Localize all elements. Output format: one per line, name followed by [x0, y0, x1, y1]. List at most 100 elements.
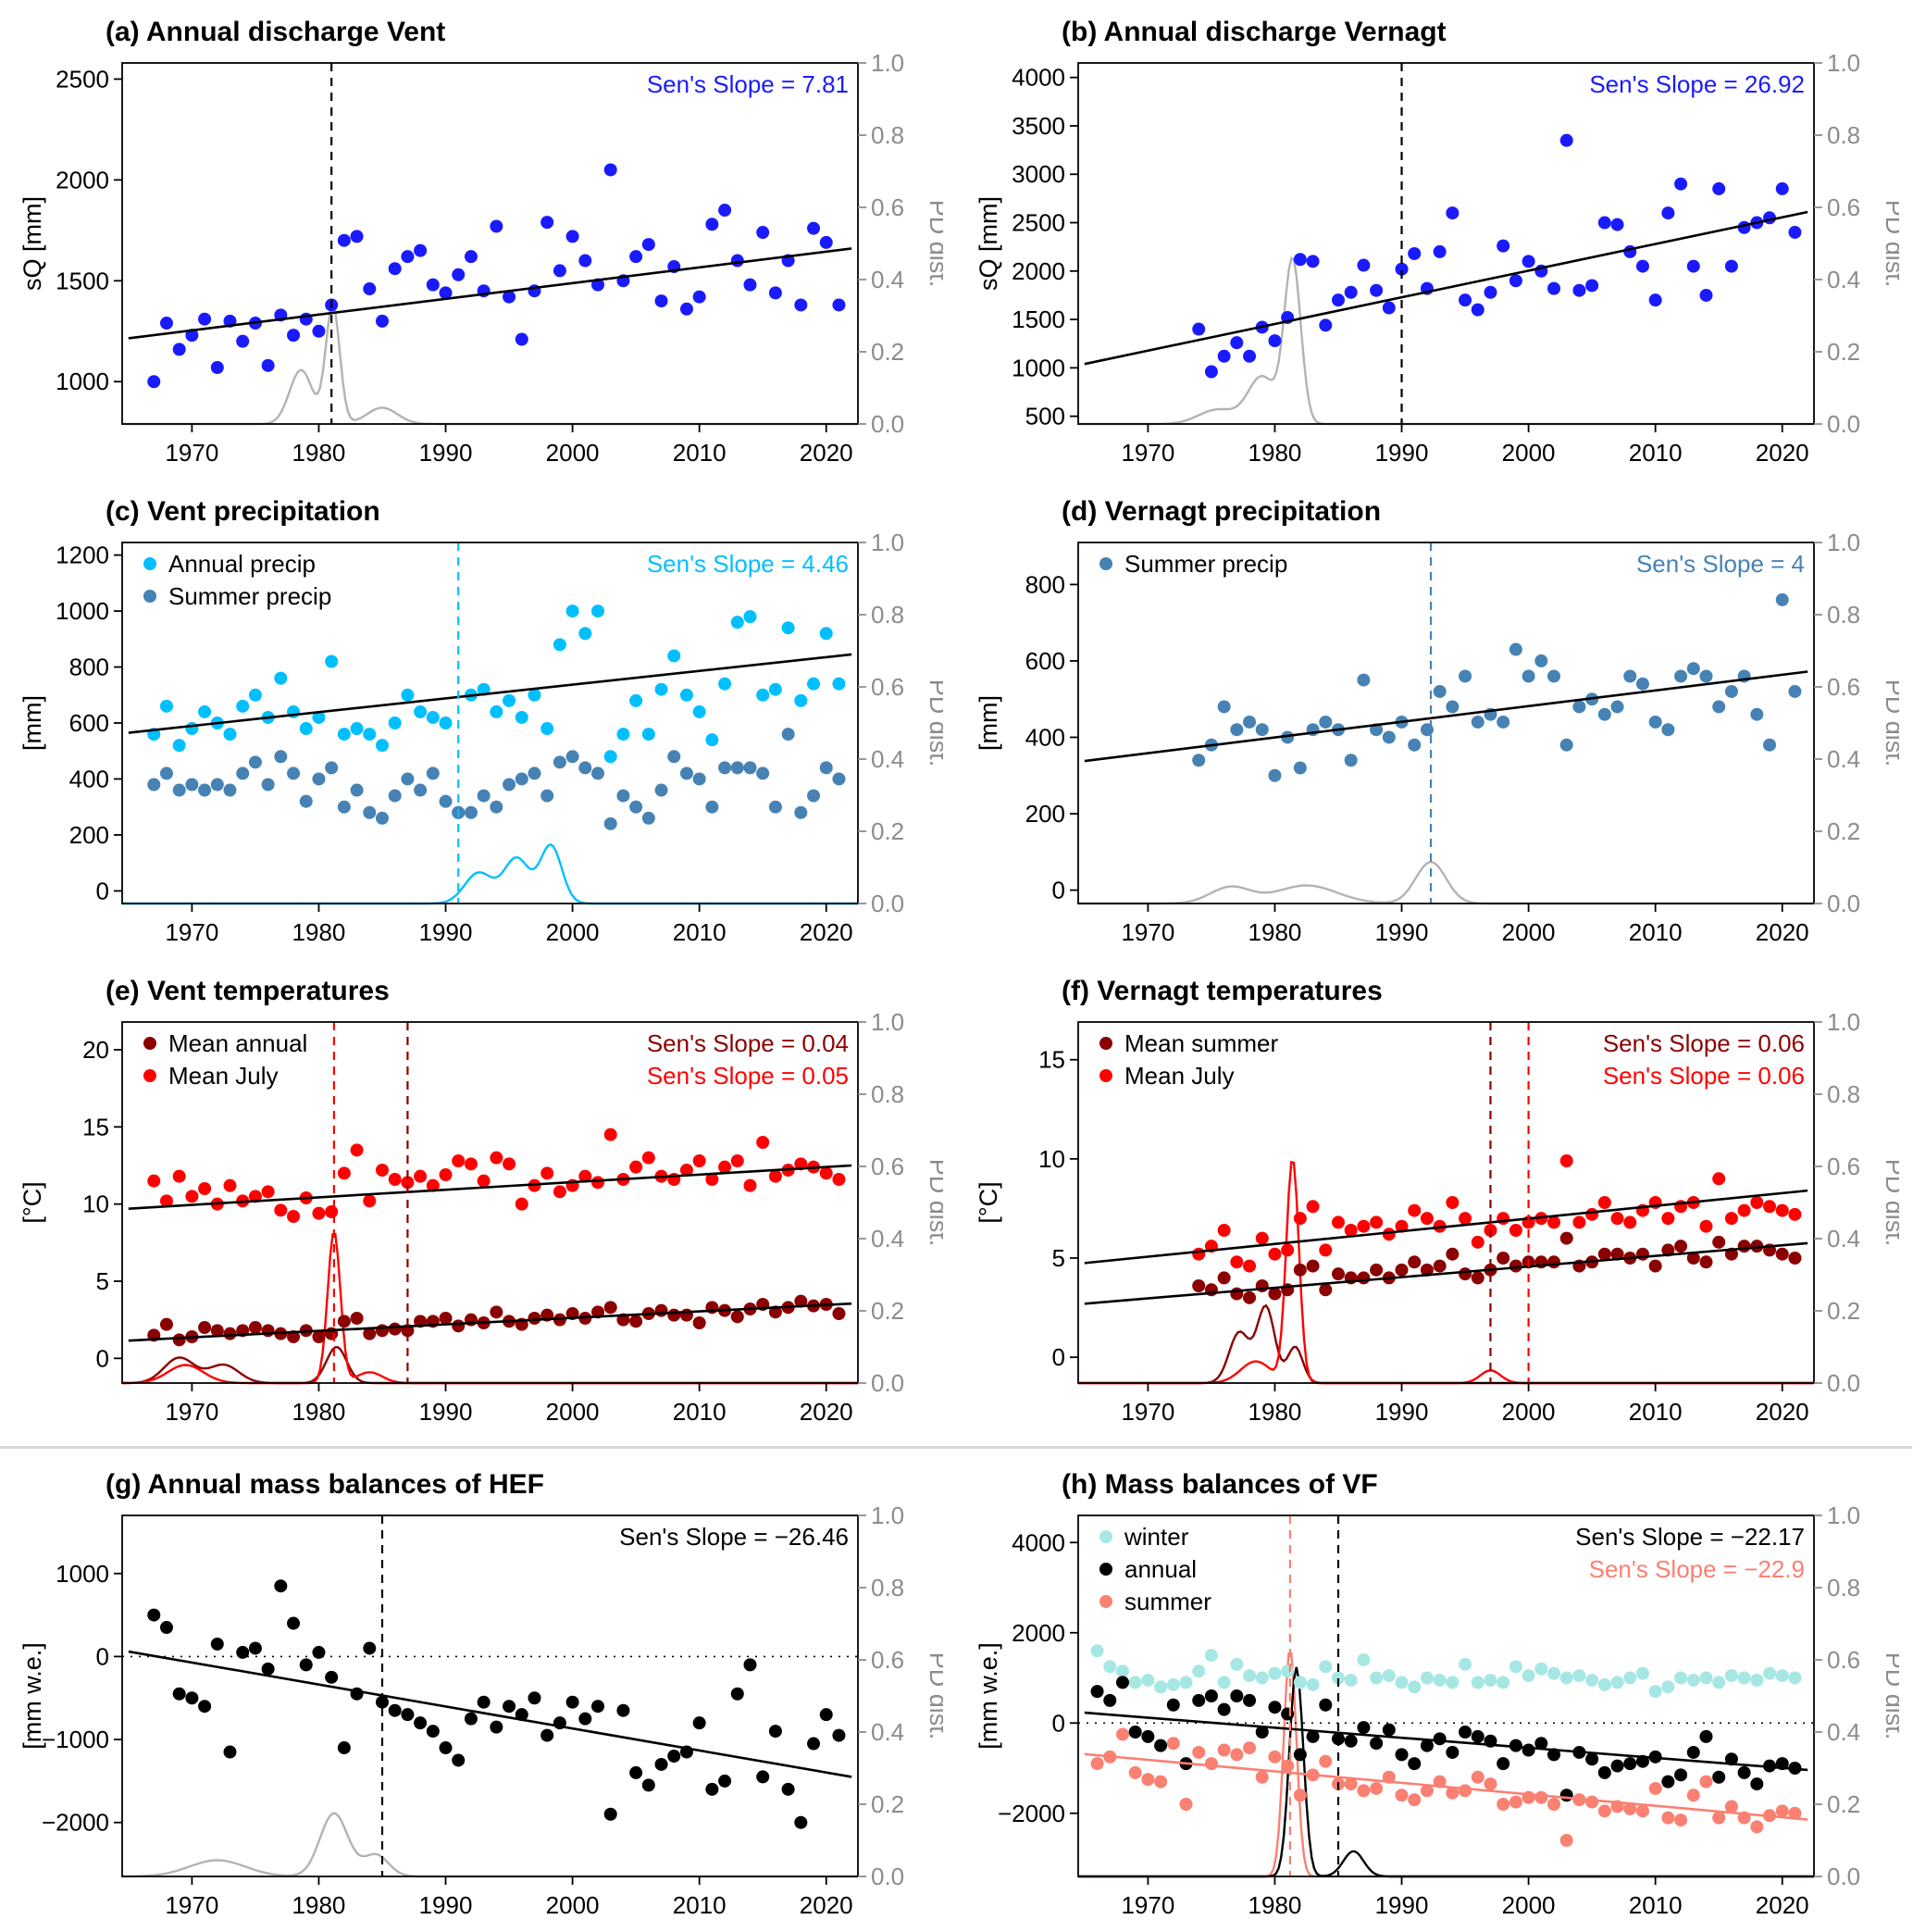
svg-text:0.0: 0.0 [871, 1369, 904, 1397]
svg-text:0.4: 0.4 [871, 745, 904, 773]
svg-text:1990: 1990 [419, 918, 473, 946]
svg-text:1970: 1970 [1121, 439, 1174, 467]
svg-text:PD dist.: PD dist. [1881, 679, 1899, 767]
svg-text:0.2: 0.2 [1827, 1297, 1860, 1325]
svg-text:0.4: 0.4 [1827, 1718, 1860, 1746]
svg-text:0.4: 0.4 [871, 1718, 904, 1746]
svg-text:1980: 1980 [292, 1891, 346, 1919]
svg-text:PD dist.: PD dist. [1881, 1652, 1899, 1740]
svg-text:2000: 2000 [546, 1891, 600, 1919]
svg-text:2020: 2020 [1756, 1891, 1809, 1919]
panel-h-chart: 1970 1980 1990 2000 2010 2020 −2000 0 2000 4000 0.… [975, 1502, 1899, 1919]
svg-text:[mm]: [mm] [19, 695, 46, 751]
svg-text:1500: 1500 [56, 267, 109, 294]
svg-text:2000: 2000 [1012, 257, 1065, 285]
svg-text:10: 10 [1038, 1145, 1065, 1173]
svg-text:Sen's Slope = 26.92: Sen's Slope = 26.92 [1589, 70, 1805, 98]
svg-text:1.0: 1.0 [871, 1009, 904, 1036]
panel-a: (a) Annual discharge Vent 1970 1980 1990 20… [0, 0, 956, 480]
svg-text:2000: 2000 [1502, 1398, 1556, 1426]
svg-text:0.8: 0.8 [871, 1080, 904, 1108]
svg-text:0.2: 0.2 [871, 338, 904, 366]
svg-text:Sen's Slope = 0.06: Sen's Slope = 0.06 [1603, 1062, 1805, 1090]
panel-b: (b) Annual discharge Vernagt 1970 1980 199… [956, 0, 1912, 480]
svg-text:1990: 1990 [1375, 1891, 1429, 1919]
svg-text:0: 0 [1052, 877, 1065, 904]
panel-g-chart: 1970 1980 1990 2000 2010 2020 −2000 −1000 0 1000 0… [19, 1502, 943, 1919]
svg-text:0.4: 0.4 [871, 266, 904, 293]
svg-text:annual: annual [1124, 1555, 1197, 1583]
svg-text:1980: 1980 [292, 1398, 346, 1426]
svg-text:2020: 2020 [800, 439, 853, 467]
panel-c: (c) Vent precipitation 1970 1980 1990 2000 2… [0, 480, 956, 959]
svg-text:Mean summer: Mean summer [1124, 1029, 1278, 1057]
svg-text:500: 500 [1025, 403, 1065, 430]
svg-text:0.6: 0.6 [1827, 1646, 1860, 1674]
svg-text:Mean July: Mean July [1124, 1062, 1235, 1090]
svg-text:PD dist.: PD dist. [1881, 1159, 1899, 1247]
svg-text:2500: 2500 [1012, 209, 1065, 237]
svg-text:Mean July: Mean July [168, 1062, 279, 1090]
svg-text:200: 200 [1025, 800, 1065, 828]
svg-text:2020: 2020 [1756, 918, 1809, 946]
svg-text:Summer precip: Summer precip [1124, 550, 1287, 578]
svg-text:1000: 1000 [56, 1560, 109, 1588]
svg-text:400: 400 [1025, 723, 1065, 751]
svg-text:3000: 3000 [1012, 160, 1065, 188]
svg-text:Sen's Slope = −22.9: Sen's Slope = −22.9 [1589, 1555, 1805, 1583]
svg-text:2000: 2000 [1502, 918, 1556, 946]
svg-text:1970: 1970 [165, 918, 218, 946]
svg-text:2020: 2020 [800, 1891, 853, 1919]
svg-text:2010: 2010 [1629, 918, 1683, 946]
panel-h-title: (h) Mass balances of VF [1062, 1469, 1378, 1500]
svg-text:0.0: 0.0 [871, 890, 904, 917]
svg-text:Sen's Slope = 4: Sen's Slope = 4 [1636, 550, 1805, 578]
svg-text:0.8: 0.8 [871, 1574, 904, 1602]
svg-text:1980: 1980 [1248, 1891, 1302, 1919]
svg-text:−2000: −2000 [998, 1800, 1065, 1827]
svg-text:0.0: 0.0 [1827, 890, 1860, 917]
svg-text:1980: 1980 [1248, 439, 1302, 467]
panel-e: (e) Vent temperatures 1970 1980 1990 2000 20… [0, 959, 956, 1439]
svg-text:winter: winter [1124, 1523, 1189, 1551]
svg-text:Annual precip: Annual precip [168, 550, 316, 578]
svg-text:0.0: 0.0 [1827, 1369, 1860, 1397]
svg-text:1000: 1000 [1012, 354, 1065, 381]
panel-c-title: (c) Vent precipitation [106, 496, 380, 527]
svg-text:0.8: 0.8 [871, 121, 904, 149]
svg-text:1000: 1000 [56, 368, 109, 395]
svg-text:[mm w.e.]: [mm w.e.] [19, 1642, 46, 1750]
svg-text:1.0: 1.0 [871, 530, 904, 556]
panel-f: (f) Vernagt temperatures 1970 1980 1990 200… [956, 959, 1912, 1439]
svg-text:0.2: 0.2 [871, 817, 904, 845]
svg-text:0.2: 0.2 [1827, 817, 1860, 845]
svg-text:10: 10 [82, 1190, 109, 1218]
svg-text:2010: 2010 [1629, 1398, 1683, 1426]
svg-text:15: 15 [82, 1113, 109, 1141]
panel-e-title: (e) Vent temperatures [106, 976, 390, 1006]
panel-b-chart: 1970 1980 1990 2000 2010 2020 500 1000 1500 2000 2… [975, 50, 1899, 467]
svg-text:1000: 1000 [56, 597, 109, 625]
svg-text:1.0: 1.0 [1827, 50, 1860, 77]
svg-text:2010: 2010 [673, 1398, 727, 1426]
svg-text:Sen's Slope = 0.05: Sen's Slope = 0.05 [647, 1062, 849, 1090]
panel-b-title: (b) Annual discharge Vernagt [1062, 17, 1447, 47]
svg-text:0.4: 0.4 [1827, 745, 1860, 773]
svg-text:2020: 2020 [1756, 439, 1809, 467]
svg-text:sQ [mm]: sQ [mm] [19, 196, 46, 291]
svg-text:0.0: 0.0 [871, 1863, 904, 1890]
svg-text:1970: 1970 [165, 1891, 218, 1919]
svg-text:1.0: 1.0 [871, 1502, 904, 1529]
svg-text:Sen's Slope = 0.04: Sen's Slope = 0.04 [647, 1029, 849, 1057]
svg-text:PD dist.: PD dist. [925, 1159, 943, 1247]
svg-text:2000: 2000 [546, 918, 600, 946]
panel-c-chart: 1970 1980 1990 2000 2010 2020 0 200 400 600 800 100… [19, 530, 943, 946]
panel-a-title: (a) Annual discharge Vent [106, 17, 446, 47]
svg-text:Sen's Slope = 4.46: Sen's Slope = 4.46 [647, 550, 849, 578]
panel-d-title: (d) Vernagt precipitation [1062, 496, 1382, 527]
svg-text:1990: 1990 [1375, 439, 1429, 467]
panel-e-chart: 1970 1980 1990 2000 2010 2020 0 5 10 15 20 0.0 0.2 0.… [19, 1009, 943, 1426]
svg-text:0.2: 0.2 [871, 1297, 904, 1325]
svg-text:0.6: 0.6 [1827, 1153, 1860, 1180]
